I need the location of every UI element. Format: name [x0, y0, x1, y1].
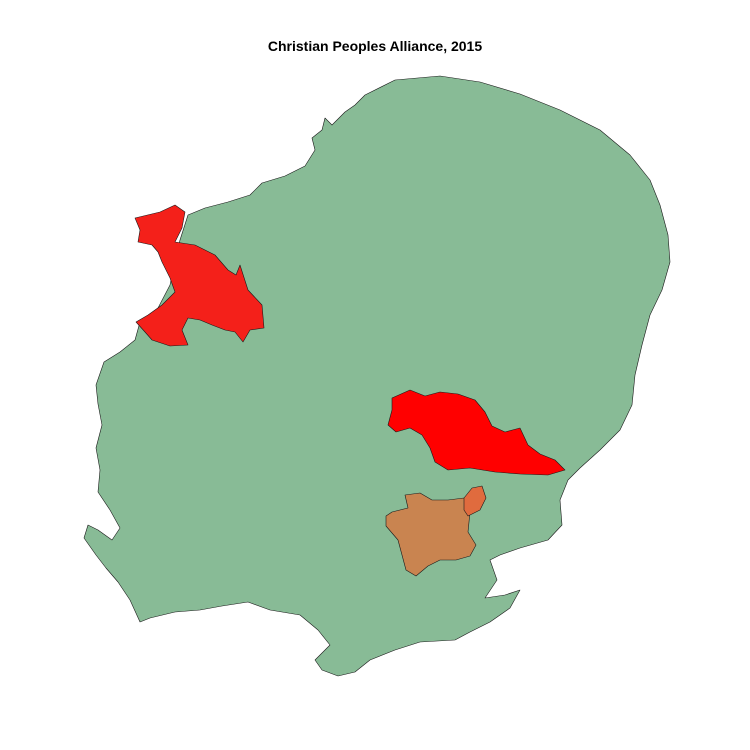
south-central-neighbour-constituency[interactable] — [463, 485, 487, 517]
base-region — [83, 75, 671, 677]
central-east-constituency[interactable] — [387, 389, 566, 476]
south-central-constituency[interactable] — [385, 492, 477, 577]
map-title: Christian Peoples Alliance, 2015 — [267, 38, 483, 54]
north-west-constituency[interactable] — [134, 204, 265, 347]
